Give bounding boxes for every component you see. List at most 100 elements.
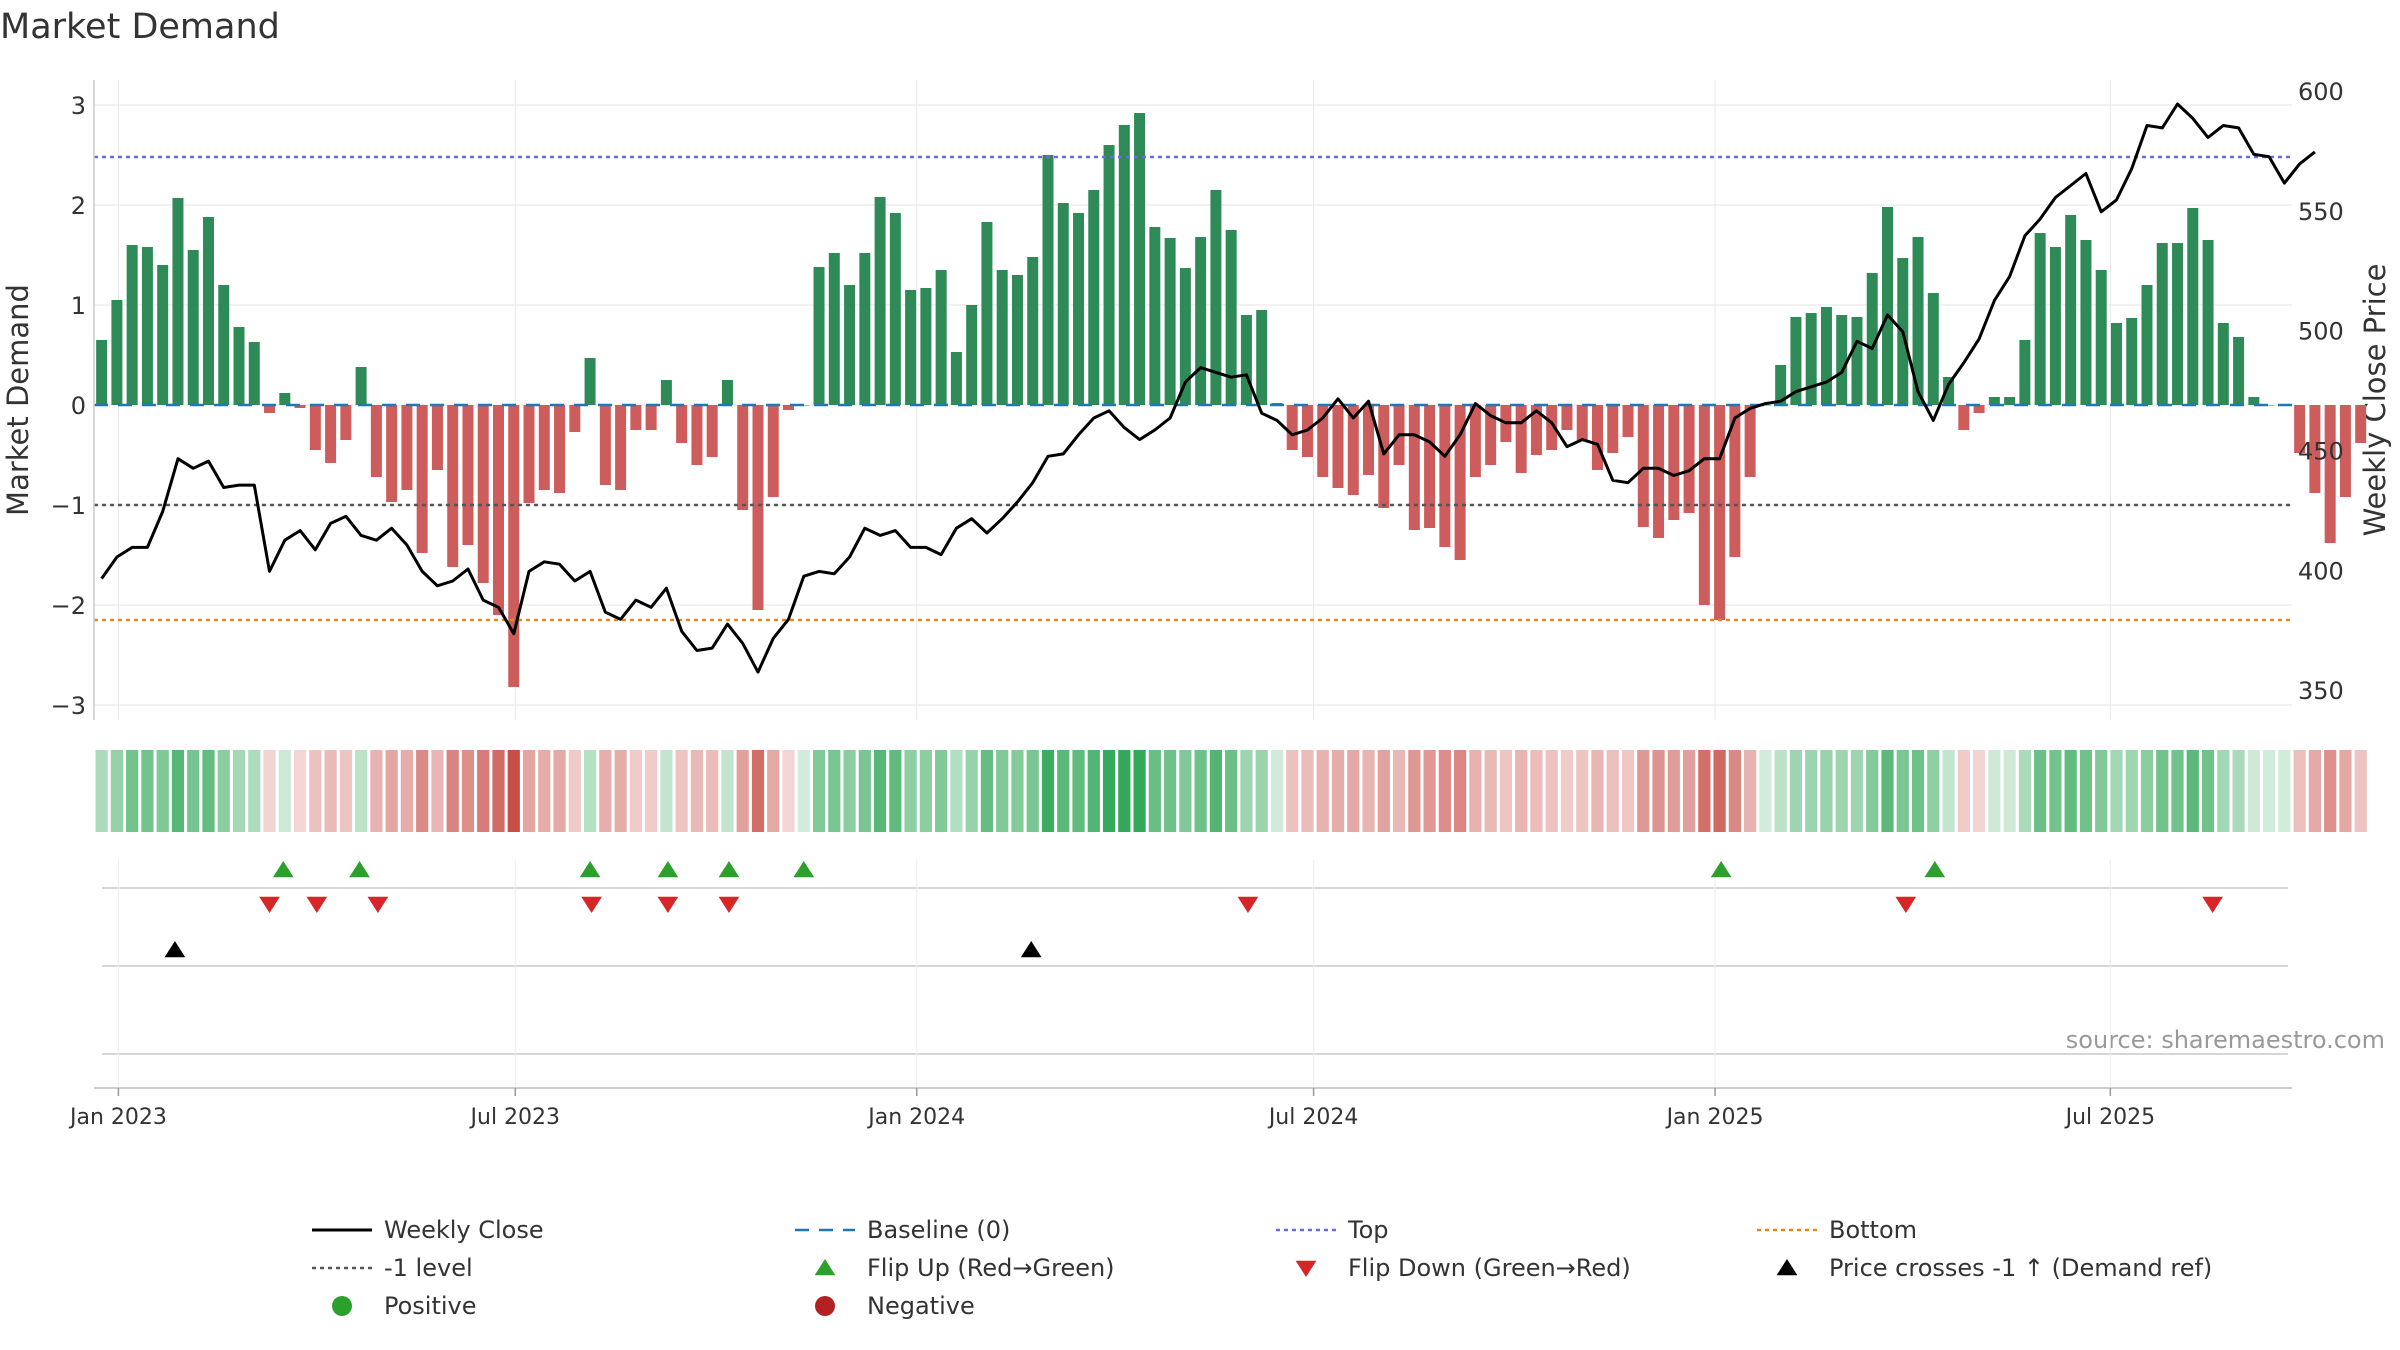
heat-cell xyxy=(751,750,765,832)
demand-bar xyxy=(2263,405,2275,406)
heat-cell xyxy=(232,750,246,832)
heat-cell xyxy=(1774,750,1787,832)
demand-bar xyxy=(1011,275,1023,405)
demand-bar xyxy=(676,405,688,443)
heat-strip-layer xyxy=(95,750,2367,832)
demand-bar xyxy=(1607,405,1619,453)
legend-label: Positive xyxy=(384,1292,477,1320)
heat-cell xyxy=(1423,750,1436,832)
y2-axis-label: Weekly Close Price xyxy=(2358,264,2392,537)
heat-cell xyxy=(202,750,215,832)
demand-bar xyxy=(1912,237,1924,405)
demand-bar xyxy=(1286,405,1298,450)
flip-down-marker xyxy=(1895,896,1917,913)
demand-bar xyxy=(1164,238,1176,405)
legend-label: Price crosses -1 ↑ (Demand ref) xyxy=(1829,1254,2212,1282)
demand-bar xyxy=(2324,405,2336,543)
flip-down-marker xyxy=(2202,896,2223,913)
y-tick-label: −3 xyxy=(51,692,86,720)
demand-bar xyxy=(1088,190,1100,405)
demand-bar xyxy=(859,253,871,405)
demand-bar xyxy=(1256,310,1268,405)
demand-bar xyxy=(1439,405,1451,547)
demand-bar xyxy=(935,270,947,405)
flip-up-marker xyxy=(579,861,601,878)
heat-cell xyxy=(1041,750,1055,832)
demand-bar xyxy=(1347,405,1359,495)
demand-bar xyxy=(2034,233,2046,405)
y-tick-label: −1 xyxy=(51,492,86,520)
y-tick-label: 2 xyxy=(71,192,86,220)
heat-cell xyxy=(919,750,932,832)
heat-cell xyxy=(1957,750,1970,832)
heat-cell xyxy=(2049,750,2062,832)
legend-label: -1 level xyxy=(384,1254,473,1282)
demand-bar xyxy=(2095,270,2107,405)
demand-bar xyxy=(1775,365,1787,405)
heat-cell xyxy=(1286,750,1299,832)
heat-cell xyxy=(1377,750,1390,832)
heat-cell xyxy=(110,750,124,832)
demand-bar xyxy=(1744,405,1756,477)
demand-bar xyxy=(538,405,550,490)
heat-cell xyxy=(370,750,383,832)
flip-down-marker xyxy=(657,896,679,913)
source-label: source: sharemaestro.com xyxy=(2066,1026,2385,1054)
heat-cell xyxy=(583,750,597,832)
demand-bar xyxy=(569,405,581,432)
flip-up-marker xyxy=(793,861,815,878)
heat-cell xyxy=(1881,750,1894,832)
heat-cell xyxy=(1362,750,1375,832)
heat-cell xyxy=(1438,750,1451,832)
heat-cell xyxy=(2110,750,2123,832)
demand-bar xyxy=(752,405,764,610)
heat-cell xyxy=(2125,750,2138,832)
heat-cell xyxy=(1805,750,1818,832)
demand-bar xyxy=(279,393,291,405)
heat-cell xyxy=(187,750,200,832)
demand-bar xyxy=(706,405,718,457)
heat-cell xyxy=(1820,750,1833,832)
flip-up-marker xyxy=(1710,861,1732,878)
heat-cell xyxy=(1087,750,1100,832)
heat-cell xyxy=(843,750,856,832)
heat-cell xyxy=(1515,750,1528,832)
demand-bar xyxy=(172,198,184,405)
demand-bar xyxy=(202,217,214,405)
demand-bar xyxy=(1653,405,1665,538)
heat-cell xyxy=(1392,750,1406,832)
legend-swatch xyxy=(1776,1259,1798,1276)
demand-bar xyxy=(1866,273,1878,405)
demand-bar xyxy=(2339,405,2351,497)
price-line-layer xyxy=(100,102,2316,674)
demand-bar xyxy=(294,405,306,408)
chart-title: Market Demand xyxy=(0,7,280,47)
heat-cell xyxy=(2186,750,2199,832)
heat-cell xyxy=(324,750,337,832)
heat-cell xyxy=(812,750,826,832)
demand-bar xyxy=(447,405,459,567)
demand-bar xyxy=(1805,313,1817,405)
demand-bar xyxy=(1927,293,1939,405)
demand-bar xyxy=(584,358,596,405)
demand-bar xyxy=(889,213,901,405)
demand-bar xyxy=(1729,405,1741,557)
demand-bar xyxy=(1073,213,1085,405)
flip-up-marker xyxy=(718,861,740,878)
heat-cell xyxy=(1972,750,1986,832)
demand-bar xyxy=(111,300,123,405)
heat-cell xyxy=(1240,750,1253,832)
demand-bar xyxy=(1042,155,1054,405)
demand-bar xyxy=(1149,227,1161,405)
heat-cell xyxy=(2064,750,2077,832)
demand-bar xyxy=(1485,405,1497,465)
grid-layer xyxy=(94,80,2292,720)
heat-cell xyxy=(400,750,414,832)
heat-cell xyxy=(1209,750,1223,832)
demand-bar xyxy=(1027,257,1039,405)
price-cross-marker xyxy=(1020,941,1042,958)
demand-bar xyxy=(477,405,489,583)
heat-cell xyxy=(2354,750,2367,832)
heat-cell xyxy=(1667,750,1680,832)
demand-bar xyxy=(1118,125,1130,405)
